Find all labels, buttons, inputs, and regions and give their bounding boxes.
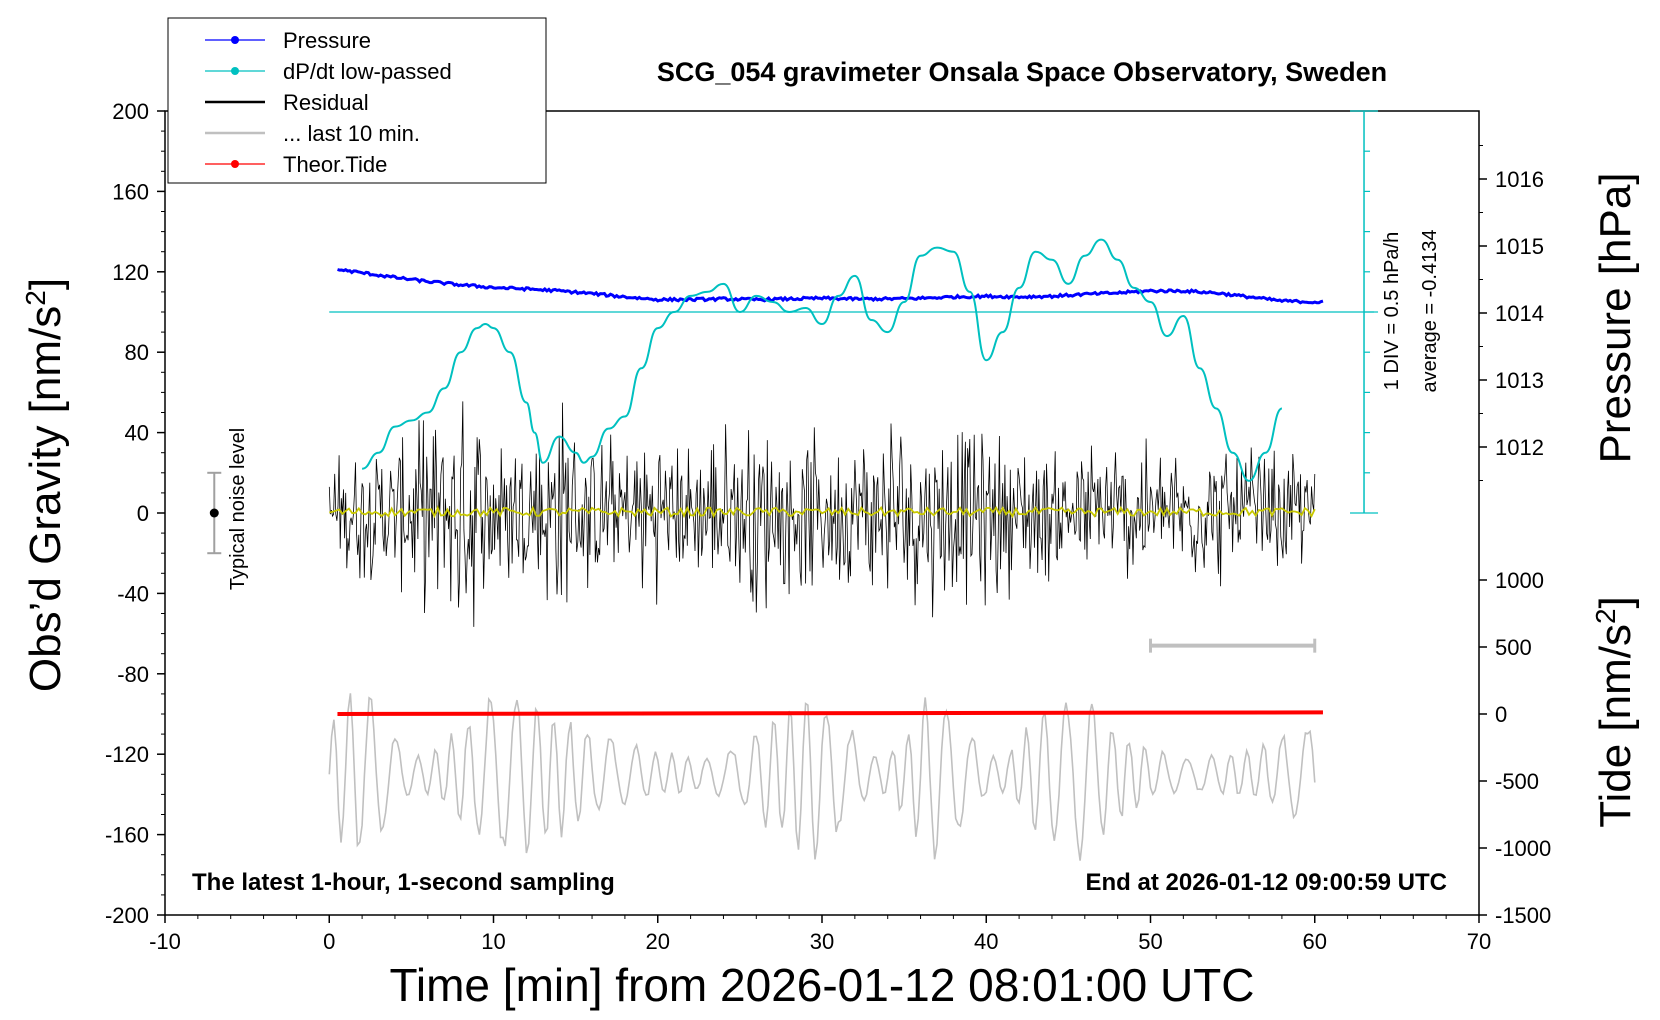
y-tick-label: -200 [105,903,149,928]
y-tick-label: 120 [112,260,149,285]
dpdt-div-label: 1 DIV = 0.5 hPa/h [1381,232,1403,390]
legend-label: ... last 10 min. [283,121,420,146]
y-tick-label: 160 [112,179,149,204]
tide-tick-label: -500 [1495,769,1539,794]
axis-layer: -10 0 10 20 30 40 50 60 70 200 160 120 80 40 0 -40 -80 -1… [105,99,1551,954]
legend-marker [231,67,239,75]
legend-label: Theor.Tide [283,152,387,177]
x-tick-label: 0 [323,929,335,954]
chart-title: SCG_054 gravimeter Onsala Space Observat… [657,57,1387,87]
y-tick-label: -40 [117,581,149,606]
pressure-tick-label: 1015 [1495,234,1544,259]
x-tick-label: 70 [1467,929,1491,954]
y-axis-left-title-sup: 2 [20,290,51,306]
series-pressure [337,268,1324,305]
series-residual [328,401,1316,627]
y-axis-left-title: Obs’d Gravity [nm/s2] [20,278,71,692]
x-tick-label: 20 [646,929,670,954]
y-tick-label: 200 [112,99,149,124]
tide-tick-label: 1000 [1495,568,1544,593]
y-tick-label: 0 [137,501,149,526]
dpdt-average-label: average = -0.4134 [1419,230,1441,393]
legend: Pressure dP/dt low-passed Residual ... last… [167,17,547,184]
legend-marker [231,160,239,168]
x-tick-label: 60 [1303,929,1327,954]
x-tick-label: 40 [974,929,998,954]
legend-label: Residual [283,90,369,115]
noise-bar-center [209,508,219,518]
legend-label: dP/dt low-passed [283,59,452,84]
footer-right-label: End at 2026-01-12 09:00:59 UTC [1086,869,1448,896]
y-tick-label: -160 [105,823,149,848]
x-tick-label: -10 [149,929,181,954]
x-axis-title: Time [min] from 2026-01-12 08:01:00 UTC [390,959,1255,1011]
tide-tick-label: 0 [1495,702,1507,727]
y-tick-label: -80 [117,662,149,687]
pressure-tick-label: 1013 [1495,368,1544,393]
x-tick-label: 50 [1138,929,1162,954]
pressure-tick-label: 1014 [1495,301,1544,326]
y-axis-right-tide-title-sup: 2 [1590,608,1621,624]
y-tick-label: 80 [125,340,149,365]
tide-tick-label: -1500 [1495,903,1551,928]
series-layer [207,110,1379,861]
y-tick-label: -120 [105,742,149,767]
series-residual-smoothed [329,505,1316,519]
legend-marker [231,36,239,44]
y-tick-label: 40 [125,421,149,446]
x-tick-label: 10 [481,929,505,954]
tide-tick-label: 500 [1495,635,1532,660]
y-axis-right-tide-title: Tide [nm/s2] [1590,596,1641,828]
y-axis-right-pressure-title: Pressure [hPa] [1591,172,1640,463]
pressure-tick-label: 1012 [1495,435,1544,460]
tide-tick-label: -1000 [1495,836,1551,861]
pressure-tick-label: 1016 [1495,167,1544,192]
series-last-10-min [328,693,1316,861]
series-dpdt [361,238,1283,482]
x-tick-label: 30 [810,929,834,954]
noise-level-label: Typical noise level [227,428,249,590]
legend-label: Pressure [283,28,371,53]
footer-left-label: The latest 1-hour, 1-second sampling [192,869,615,896]
series-theor-tide [337,710,1323,716]
legend-box [167,17,547,184]
